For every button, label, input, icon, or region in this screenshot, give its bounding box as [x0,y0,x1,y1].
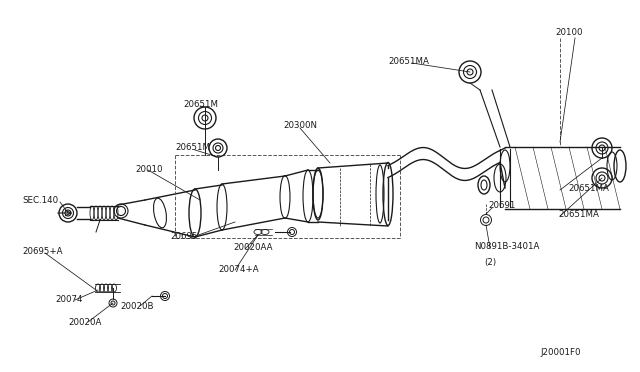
Text: 20651M: 20651M [175,143,210,152]
Text: 20010: 20010 [135,165,163,174]
Text: 20074+A: 20074+A [218,265,259,274]
Text: 20074: 20074 [55,295,83,304]
Text: 20020A: 20020A [68,318,101,327]
Text: 20300N: 20300N [283,121,317,130]
Text: 20691: 20691 [488,201,515,210]
Text: 20695: 20695 [170,232,197,241]
Text: 20695+A: 20695+A [22,247,63,256]
Text: 20651MA: 20651MA [568,184,609,193]
Text: 20020AA: 20020AA [233,243,273,252]
Text: N0891B-3401A: N0891B-3401A [474,242,540,251]
Text: SEC.140: SEC.140 [22,196,58,205]
Text: 20651M: 20651M [183,100,218,109]
Text: 20020B: 20020B [120,302,154,311]
Text: J20001F0: J20001F0 [540,348,580,357]
Text: 20100: 20100 [555,28,582,37]
Text: 20651MA: 20651MA [388,57,429,66]
Text: (2): (2) [484,258,496,267]
Text: 20651MA: 20651MA [558,210,599,219]
